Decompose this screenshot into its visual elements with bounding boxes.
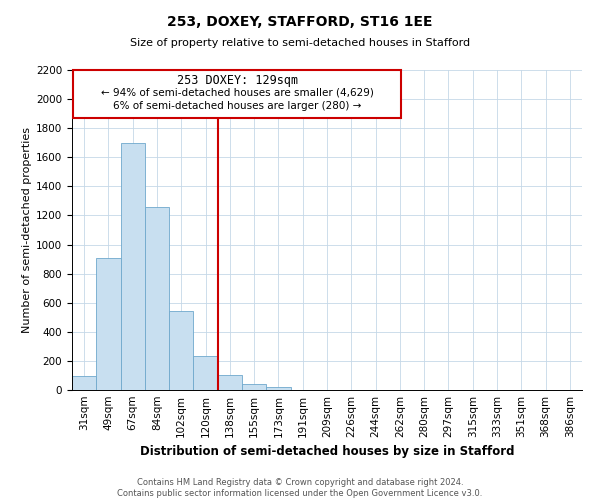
Bar [169, 310, 193, 390]
Bar [145, 206, 169, 390]
Text: Contains HM Land Registry data © Crown copyright and database right 2024.
Contai: Contains HM Land Registry data © Crown c… [118, 478, 482, 498]
Text: Size of property relative to semi-detached houses in Stafford: Size of property relative to semi-detach… [130, 38, 470, 48]
Text: 253 DOXEY: 129sqm: 253 DOXEY: 129sqm [176, 74, 298, 88]
Text: 6% of semi-detached houses are larger (280) →: 6% of semi-detached houses are larger (2… [113, 102, 361, 112]
Bar [193, 356, 218, 390]
Bar [242, 384, 266, 390]
Bar [72, 376, 96, 390]
Y-axis label: Number of semi-detached properties: Number of semi-detached properties [22, 127, 32, 333]
Bar [96, 258, 121, 390]
X-axis label: Distribution of semi-detached houses by size in Stafford: Distribution of semi-detached houses by … [140, 446, 514, 458]
Bar [218, 374, 242, 390]
FancyBboxPatch shape [73, 70, 401, 118]
Bar [266, 387, 290, 390]
Bar [121, 142, 145, 390]
Text: ← 94% of semi-detached houses are smaller (4,629): ← 94% of semi-detached houses are smalle… [101, 88, 374, 98]
Text: 253, DOXEY, STAFFORD, ST16 1EE: 253, DOXEY, STAFFORD, ST16 1EE [167, 15, 433, 29]
